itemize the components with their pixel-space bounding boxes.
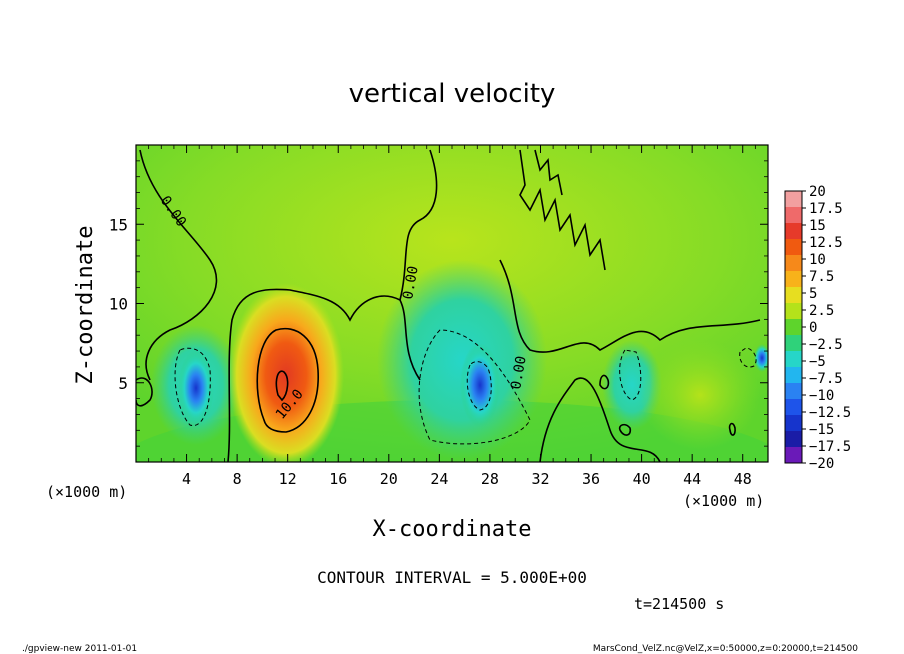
x-tick-label: 12: [279, 470, 297, 488]
colorbar-label: 5: [809, 286, 817, 302]
x-tick-label: 16: [329, 470, 347, 488]
contour-lower-lobe: [599, 374, 610, 390]
colorbar-swatch: [785, 351, 802, 368]
contour-neg-center: [418, 329, 531, 445]
contour-neg-edge: [739, 347, 757, 368]
chart-title: vertical velocity: [349, 79, 556, 109]
colorbar-swatch: [785, 319, 802, 336]
y-ticks: 5 10 15: [109, 160, 768, 447]
contour-zero-right: [499, 259, 761, 353]
colorbar-label: 17.5: [809, 201, 843, 217]
colorbar-label: 12.5: [809, 235, 843, 251]
colorbar-label: 20: [809, 184, 826, 200]
colorbar-swatch: [785, 383, 802, 400]
colorbar-label: 10: [809, 252, 826, 268]
colorbar-swatch: [785, 271, 802, 288]
x-ticks: 4 8 12 16 20 24 28 32 36 40 44 48: [148, 145, 756, 488]
contour-zero-left: [139, 149, 218, 381]
colorbar-label: −10: [809, 388, 834, 404]
y-tick-label: 10: [109, 295, 128, 314]
colorbar-swatch: [785, 303, 802, 320]
contour-top-noise: [519, 149, 606, 271]
colorbar-swatch: [785, 431, 802, 448]
contour-interval-text: CONTOUR INTERVAL = 5.000E+00: [317, 568, 587, 587]
colorbar-label: 2.5: [809, 303, 834, 319]
x-unit-label-right: (×1000 m): [683, 492, 764, 510]
plot-area: 0.00 0.00 10.0 0.00: [136, 145, 768, 462]
footer-left: ./gpview-new 2011-01-01: [22, 644, 137, 654]
x-unit-label-left: (×1000 m): [46, 483, 127, 501]
contour-left-edge: [136, 377, 153, 407]
x-tick-label: 8: [233, 470, 242, 488]
x-tick-label: 40: [633, 470, 651, 488]
contour-ten: [256, 327, 319, 433]
colorbar-label: −7.5: [809, 371, 843, 387]
warm-region-right: [640, 340, 760, 450]
x-tick-label: 44: [683, 470, 701, 488]
contour-label: 0.00: [400, 265, 422, 301]
time-text: t=214500 s: [634, 595, 724, 613]
colorbar-label: −20: [809, 456, 834, 472]
cyan-region-center: [377, 260, 547, 460]
contours-dashed: [174, 329, 757, 445]
contour-zero-center: [399, 149, 438, 301]
downdraft-left: [178, 350, 214, 426]
contour-neg-left: [174, 347, 211, 426]
contour-neg-center-inner: [466, 361, 492, 411]
colorbar-label: 7.5: [809, 269, 834, 285]
footer-right: MarsCond_VelZ.nc@VelZ,x=0:50000,z=0:2000…: [593, 644, 858, 654]
downdraft-center: [460, 343, 500, 427]
contour-bottom-right: [539, 377, 661, 462]
x-tick-label: 36: [582, 470, 600, 488]
colorbar-label: 15: [809, 218, 826, 234]
contour-label: 0.00: [508, 355, 530, 391]
contour-small-loop-2: [728, 422, 736, 436]
contour-inner: [275, 370, 289, 402]
colorbar-swatch: [785, 335, 802, 352]
x-axis-label: X-coordinate: [373, 517, 532, 542]
colorbar-label: −17.5: [809, 439, 851, 455]
x-tick-label: 4: [182, 470, 191, 488]
colorbar-swatch: [785, 447, 802, 464]
colorbar-swatch: [785, 191, 802, 208]
colorbar-label: −12.5: [809, 405, 851, 421]
colorbar-label: −5: [809, 354, 826, 370]
contours-solid: [136, 149, 761, 462]
contour-top-noise-2: [534, 149, 563, 196]
updraft-core: [228, 283, 344, 462]
contour-small-loop-1: [618, 423, 632, 436]
y-tick-label: 5: [118, 374, 128, 393]
colorbar-swatch: [785, 367, 802, 384]
colorbar-label: −15: [809, 422, 834, 438]
x-tick-label: 20: [380, 470, 398, 488]
colorbar: 2017.51512.5107.552.50−2.5−5−7.5−10−12.5…: [784, 184, 851, 472]
contour-zero-updraft: [227, 288, 421, 462]
colorbar-swatch: [785, 399, 802, 416]
colorbar-swatch: [785, 287, 802, 304]
colorbar-swatch: [785, 207, 802, 224]
colorbar-label: 0: [809, 320, 817, 336]
x-tick-label: 28: [481, 470, 499, 488]
colorbar-label: −2.5: [809, 337, 843, 353]
x-tick-label: 32: [531, 470, 549, 488]
colorbar-swatch: [785, 239, 802, 256]
colorbar-swatch: [785, 223, 802, 240]
x-tick-label: 24: [430, 470, 448, 488]
y-axis-label: Z-coordinate: [73, 226, 98, 385]
colorbar-swatch: [785, 415, 802, 432]
colorbar-swatch: [785, 255, 802, 272]
x-tick-label: 48: [734, 470, 752, 488]
y-tick-label: 15: [109, 215, 128, 234]
